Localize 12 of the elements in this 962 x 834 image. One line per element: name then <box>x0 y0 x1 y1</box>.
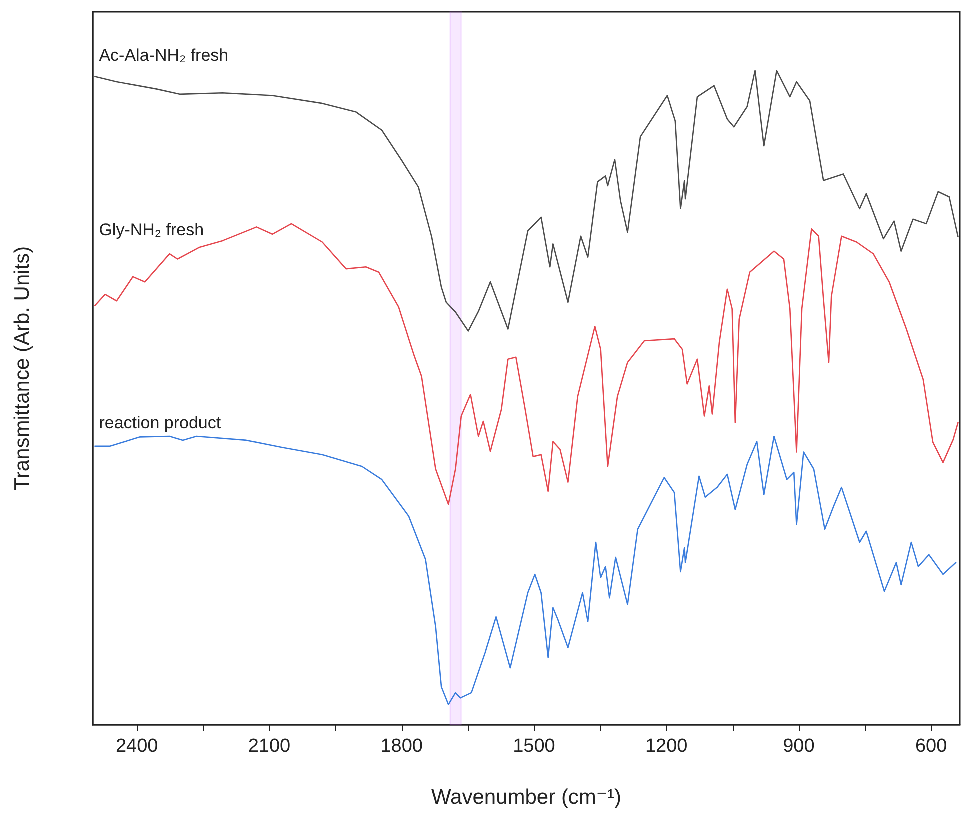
series-label: reaction product <box>99 413 222 432</box>
x-tick-label: 2100 <box>248 736 291 757</box>
series-label: Ac-Ala-NH₂ fresh <box>99 46 229 65</box>
y-axis-title: Transmittance (Arb. Units) <box>11 246 34 491</box>
x-tick-label: 1800 <box>380 736 423 757</box>
x-tick-label: 1200 <box>645 736 688 757</box>
x-tick-label: 600 <box>915 736 948 757</box>
x-tick-label: 2400 <box>116 736 158 757</box>
x-tick-label: 900 <box>783 736 815 757</box>
x-axis-title: Wavenumber (cm⁻¹) <box>432 786 622 809</box>
series-label: Gly-NH₂ fresh <box>99 220 204 240</box>
x-tick-label: 1500 <box>513 736 556 757</box>
